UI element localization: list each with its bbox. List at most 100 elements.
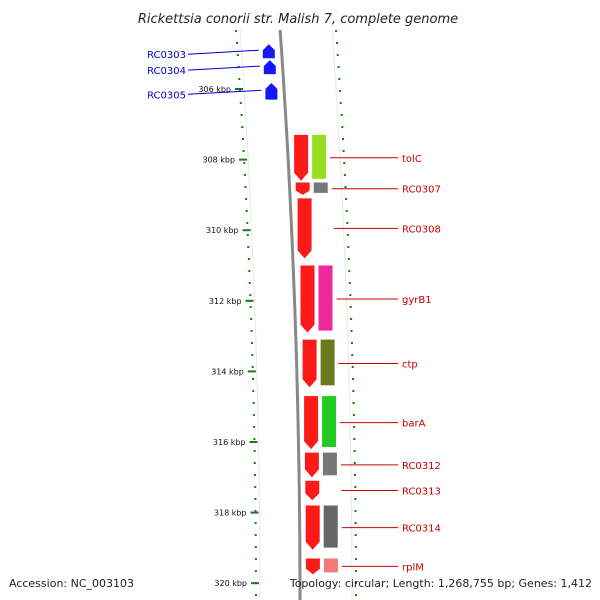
- major-tick: [250, 511, 259, 514]
- gene-arrow-RC0304: [263, 60, 276, 75]
- minor-tick: [247, 258, 250, 260]
- minor-tick: [251, 366, 254, 368]
- minor-tick: [236, 54, 239, 56]
- minor-tick: [254, 498, 257, 500]
- minor-tick: [240, 114, 243, 116]
- minor-tick: [354, 534, 357, 536]
- backbone-line: [278, 29, 302, 600]
- minor-tick: [345, 198, 348, 200]
- minor-tick: [346, 234, 349, 236]
- minor-tick: [339, 90, 342, 92]
- minor-tick: [347, 246, 350, 248]
- major-tick: [249, 441, 258, 443]
- minor-tick: [254, 534, 257, 536]
- minor-tick: [254, 474, 256, 476]
- minor-tick: [336, 54, 339, 56]
- minor-tick: [343, 174, 346, 176]
- minor-tick: [255, 594, 257, 596]
- accession-text: Accession: NC_003103: [9, 577, 135, 590]
- cog-box-ctp: [320, 339, 335, 386]
- tick-label: 316 kbp: [213, 438, 246, 447]
- minor-tick: [349, 306, 352, 308]
- inner-ring-edge: [239, 29, 261, 600]
- minor-tick: [245, 210, 248, 212]
- minor-tick: [348, 282, 351, 284]
- minor-tick: [354, 570, 357, 572]
- minor-tick: [252, 402, 255, 404]
- minor-tick: [352, 402, 355, 404]
- minor-tick: [354, 510, 357, 512]
- minor-tick: [352, 390, 355, 392]
- minor-tick: [343, 162, 346, 164]
- cog-box-barA: [322, 396, 337, 447]
- major-tick: [235, 88, 243, 90]
- major-tick: [251, 582, 259, 585]
- cog-box-tolC: [312, 134, 327, 179]
- gene-label-RC0312: RC0312: [402, 461, 441, 472]
- minor-tick: [254, 570, 257, 572]
- gene-label-RC0314: RC0314: [402, 524, 441, 535]
- minor-tick: [236, 42, 238, 44]
- minor-tick: [251, 354, 254, 356]
- minor-tick: [238, 78, 241, 80]
- minor-tick: [355, 582, 357, 584]
- minor-tick: [354, 474, 356, 476]
- gene-arrow-RC0312: [304, 452, 319, 478]
- minor-tick: [248, 282, 251, 284]
- minor-tick: [352, 378, 354, 380]
- gene-arrow-RC0314: [305, 505, 320, 550]
- minor-tick: [348, 270, 351, 272]
- minor-tick: [341, 126, 344, 128]
- gene-label-RC0305: RC0305: [147, 90, 186, 101]
- label-line-RC0304: [187, 65, 260, 71]
- genome-backbone: [239, 29, 353, 600]
- gene-arrow-gyrB1: [300, 265, 315, 333]
- minor-tick: [337, 66, 340, 68]
- minor-tick: [342, 150, 345, 152]
- cog-box-RC0314: [323, 505, 338, 548]
- minor-tick: [248, 270, 251, 272]
- minor-tick: [252, 414, 255, 416]
- gene-arrow-RC0305: [265, 83, 278, 100]
- gene-arrow-RC0313: [305, 480, 320, 501]
- minor-tick: [349, 294, 352, 296]
- minor-tick: [353, 438, 356, 440]
- minor-tick: [347, 258, 350, 260]
- minor-tick: [243, 162, 246, 164]
- minor-tick: [346, 222, 349, 224]
- minor-tick: [250, 318, 253, 320]
- minor-tick: [254, 510, 257, 512]
- minor-tick: [254, 522, 257, 524]
- minor-tick: [254, 486, 257, 488]
- minor-tick: [353, 462, 356, 464]
- map-title: Rickettsia conorii str. Malish 7, comple…: [138, 12, 458, 27]
- minor-tick: [344, 186, 347, 188]
- minor-tick: [246, 234, 249, 236]
- minor-tick: [340, 114, 343, 116]
- tick-label: 318 kbp: [214, 509, 247, 518]
- minor-tick: [354, 546, 357, 548]
- gene-label-RC0307: RC0307: [402, 185, 441, 196]
- gene-label-RC0308: RC0308: [402, 224, 441, 235]
- minor-tick: [245, 198, 248, 200]
- minor-tick: [354, 486, 357, 488]
- tick-label: 314 kbp: [211, 367, 244, 376]
- gene-label-RC0303: RC0303: [147, 50, 186, 61]
- tick-label: 306 kbp: [198, 85, 231, 94]
- minor-tick: [354, 522, 357, 524]
- minor-tick: [354, 558, 357, 560]
- minor-tick: [250, 342, 253, 344]
- gene-arrow-barA: [304, 396, 319, 450]
- gene-label-gyrB1: gyrB1: [402, 295, 432, 306]
- tick-label: 320 kbp: [214, 579, 247, 588]
- gene-arrow-RC0307: [295, 182, 310, 195]
- major-tick: [245, 299, 254, 302]
- minor-tick: [350, 318, 353, 320]
- minor-tick: [338, 78, 341, 80]
- minor-tick: [239, 102, 242, 104]
- minor-tick: [241, 126, 244, 128]
- minor-tick: [354, 498, 357, 500]
- minor-tick: [244, 186, 247, 188]
- cog-box-RC0307: [313, 182, 328, 193]
